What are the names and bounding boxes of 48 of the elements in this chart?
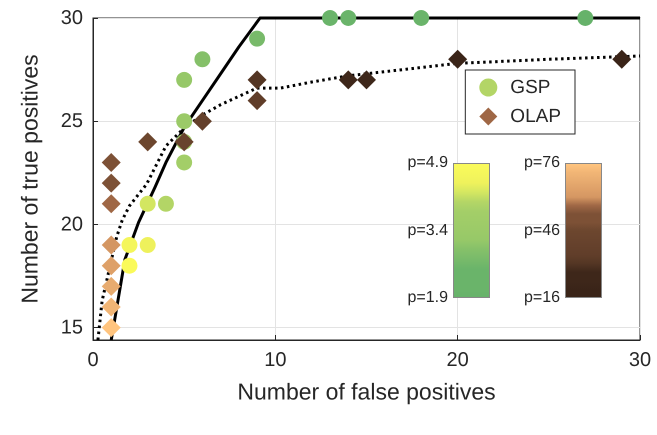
x-tick-label: 0	[87, 349, 99, 371]
point	[102, 174, 121, 193]
point	[176, 72, 192, 88]
y-tick-label: 20	[60, 213, 83, 236]
point	[322, 10, 338, 26]
y-tick-label: 15	[60, 316, 83, 339]
point	[338, 70, 358, 90]
annotation: p=46	[524, 222, 560, 240]
point	[102, 318, 121, 338]
point	[102, 152, 121, 172]
point	[121, 237, 138, 254]
annotation: p=76	[524, 154, 560, 172]
point	[194, 51, 210, 68]
point	[340, 10, 356, 26]
point	[102, 256, 121, 276]
point	[612, 50, 632, 69]
annotation: p=1.9	[408, 289, 448, 307]
point	[248, 70, 267, 90]
point	[102, 236, 121, 255]
point	[192, 112, 212, 131]
legend-label: GSP	[510, 77, 550, 98]
point	[102, 297, 121, 316]
point	[102, 194, 121, 214]
x-tick-label: 30	[628, 349, 652, 371]
point	[248, 91, 267, 110]
y-tick-label: 30	[60, 7, 83, 29]
point	[357, 70, 376, 90]
point	[140, 237, 156, 254]
annotation: p=4.9	[408, 154, 448, 172]
y-tick-label: 25	[60, 110, 83, 132]
point	[121, 258, 138, 274]
annotation: p=3.4	[408, 222, 448, 240]
x-axis-title: Number of false positives	[237, 378, 496, 404]
point	[448, 50, 468, 69]
x-tick-label: 20	[446, 349, 469, 371]
y-axis-title: Number of true positives	[16, 54, 42, 304]
point	[102, 276, 121, 296]
point	[138, 132, 158, 152]
point	[158, 196, 174, 212]
point	[140, 196, 156, 212]
point	[249, 30, 266, 47]
point	[176, 154, 192, 170]
legend-label: OLAP	[510, 106, 562, 127]
annotation: p=16	[524, 289, 560, 307]
x-tick-label: 10	[264, 349, 286, 371]
point	[413, 10, 430, 26]
point	[176, 113, 192, 130]
point	[577, 10, 594, 26]
